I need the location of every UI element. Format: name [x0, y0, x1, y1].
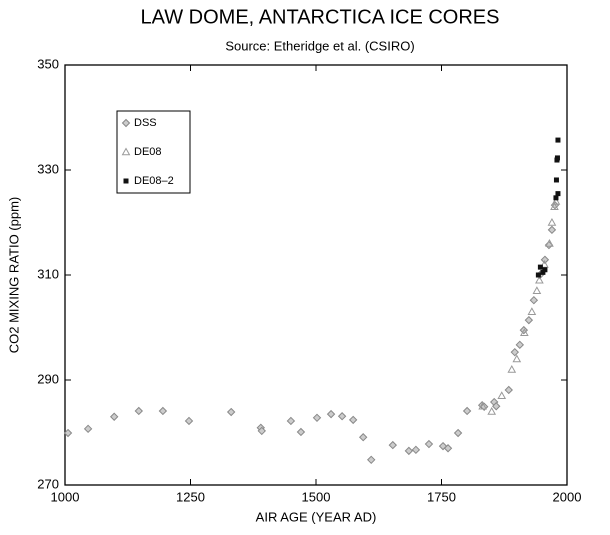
point — [367, 455, 376, 465]
point — [545, 238, 554, 247]
point — [550, 202, 559, 211]
point — [462, 406, 472, 416]
point — [524, 315, 534, 325]
point — [453, 428, 463, 438]
y-tick-label: 330 — [37, 161, 59, 176]
legend-label: DE08–2 — [134, 175, 174, 187]
legend-box — [116, 110, 191, 194]
point — [515, 340, 525, 350]
point — [411, 445, 421, 455]
x-tick-label: 1000 — [51, 489, 80, 504]
legend-marker — [121, 118, 131, 128]
point — [296, 427, 306, 437]
x-tick-label: 1750 — [427, 489, 456, 504]
point — [547, 225, 557, 235]
legend-marker — [121, 147, 131, 156]
y-tick-label: 290 — [37, 371, 59, 386]
point — [553, 177, 559, 183]
point — [492, 402, 501, 411]
point — [337, 412, 347, 421]
point — [443, 444, 453, 453]
point — [312, 413, 322, 423]
x-tick-label: 1500 — [302, 489, 331, 504]
point — [512, 354, 522, 363]
point — [158, 406, 168, 416]
point — [504, 385, 513, 395]
point — [497, 391, 507, 400]
y-axis-label: CO2 MIXING RATIO (ppm) — [6, 197, 21, 354]
point — [63, 428, 73, 438]
point — [537, 264, 543, 270]
point — [542, 267, 548, 273]
point — [551, 196, 561, 205]
point — [527, 307, 537, 316]
point — [510, 347, 519, 357]
point — [348, 415, 358, 425]
x-tick-label: 2000 — [553, 489, 582, 504]
y-tick-label: 310 — [37, 266, 59, 281]
point — [555, 191, 561, 197]
x-axis-label: AIR AGE (YEAR AD) — [256, 509, 377, 524]
point — [555, 137, 561, 143]
point — [487, 406, 497, 415]
point — [519, 328, 529, 337]
point — [83, 424, 93, 434]
point — [540, 255, 550, 264]
legend-marker — [123, 178, 129, 184]
point — [404, 446, 414, 456]
point — [535, 272, 541, 278]
point — [535, 275, 544, 284]
point — [553, 195, 559, 201]
point — [388, 440, 398, 450]
point — [554, 155, 560, 161]
point — [184, 416, 194, 426]
point — [257, 426, 266, 436]
point — [507, 364, 517, 373]
point — [326, 409, 336, 419]
point — [478, 401, 488, 410]
legend-label: DE08 — [134, 146, 162, 158]
point — [358, 433, 368, 442]
y-tick-label: 350 — [37, 56, 59, 71]
point — [540, 269, 546, 275]
chart-title: LAW DOME, ANTARCTICA ICE CORES — [141, 6, 500, 28]
x-tick-label: 1250 — [176, 489, 205, 504]
point — [529, 295, 539, 305]
point — [226, 407, 236, 417]
point — [109, 412, 119, 421]
point — [532, 286, 542, 295]
point — [424, 439, 434, 449]
y-tick-label: 270 — [37, 476, 59, 491]
point — [134, 406, 144, 416]
point — [547, 217, 557, 226]
point — [286, 416, 296, 426]
legend-label: DSS — [134, 117, 157, 129]
chart-subtitle: Source: Etheridge et al. (CSIRO) — [225, 38, 414, 53]
